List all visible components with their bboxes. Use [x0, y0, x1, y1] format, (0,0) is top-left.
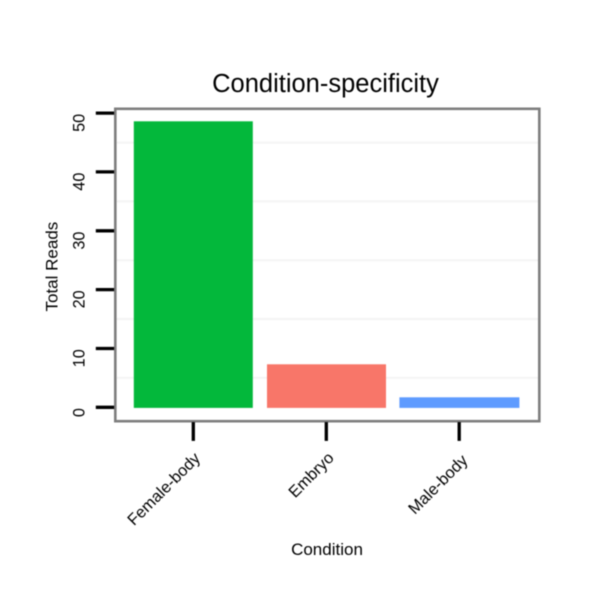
svg-text:20: 20 [70, 290, 88, 308]
svg-text:30: 30 [70, 232, 88, 250]
svg-text:50: 50 [70, 114, 88, 132]
svg-text:10: 10 [70, 349, 88, 367]
svg-text:40: 40 [70, 173, 88, 191]
svg-text:Condition: Condition [291, 540, 363, 559]
svg-text:Total Reads: Total Reads [43, 222, 62, 312]
svg-text:Condition-specificity: Condition-specificity [212, 70, 439, 98]
svg-text:0: 0 [70, 408, 88, 417]
